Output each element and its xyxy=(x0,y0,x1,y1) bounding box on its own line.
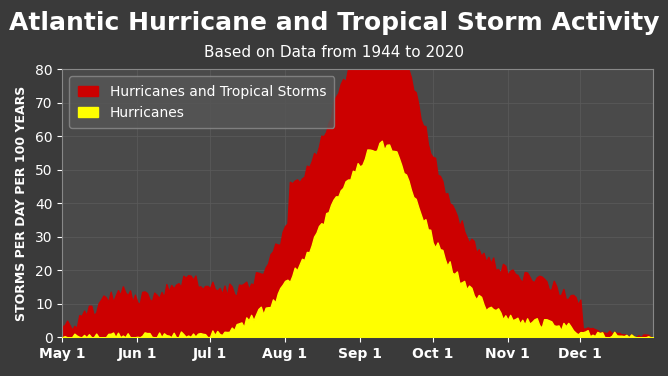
Legend: Hurricanes and Tropical Storms, Hurricanes: Hurricanes and Tropical Storms, Hurrican… xyxy=(69,76,335,128)
Text: Based on Data from 1944 to 2020: Based on Data from 1944 to 2020 xyxy=(204,45,464,60)
Y-axis label: STORMS PER DAY PER 100 YEARS: STORMS PER DAY PER 100 YEARS xyxy=(15,86,28,321)
Text: Atlantic Hurricane and Tropical Storm Activity: Atlantic Hurricane and Tropical Storm Ac… xyxy=(9,11,659,35)
